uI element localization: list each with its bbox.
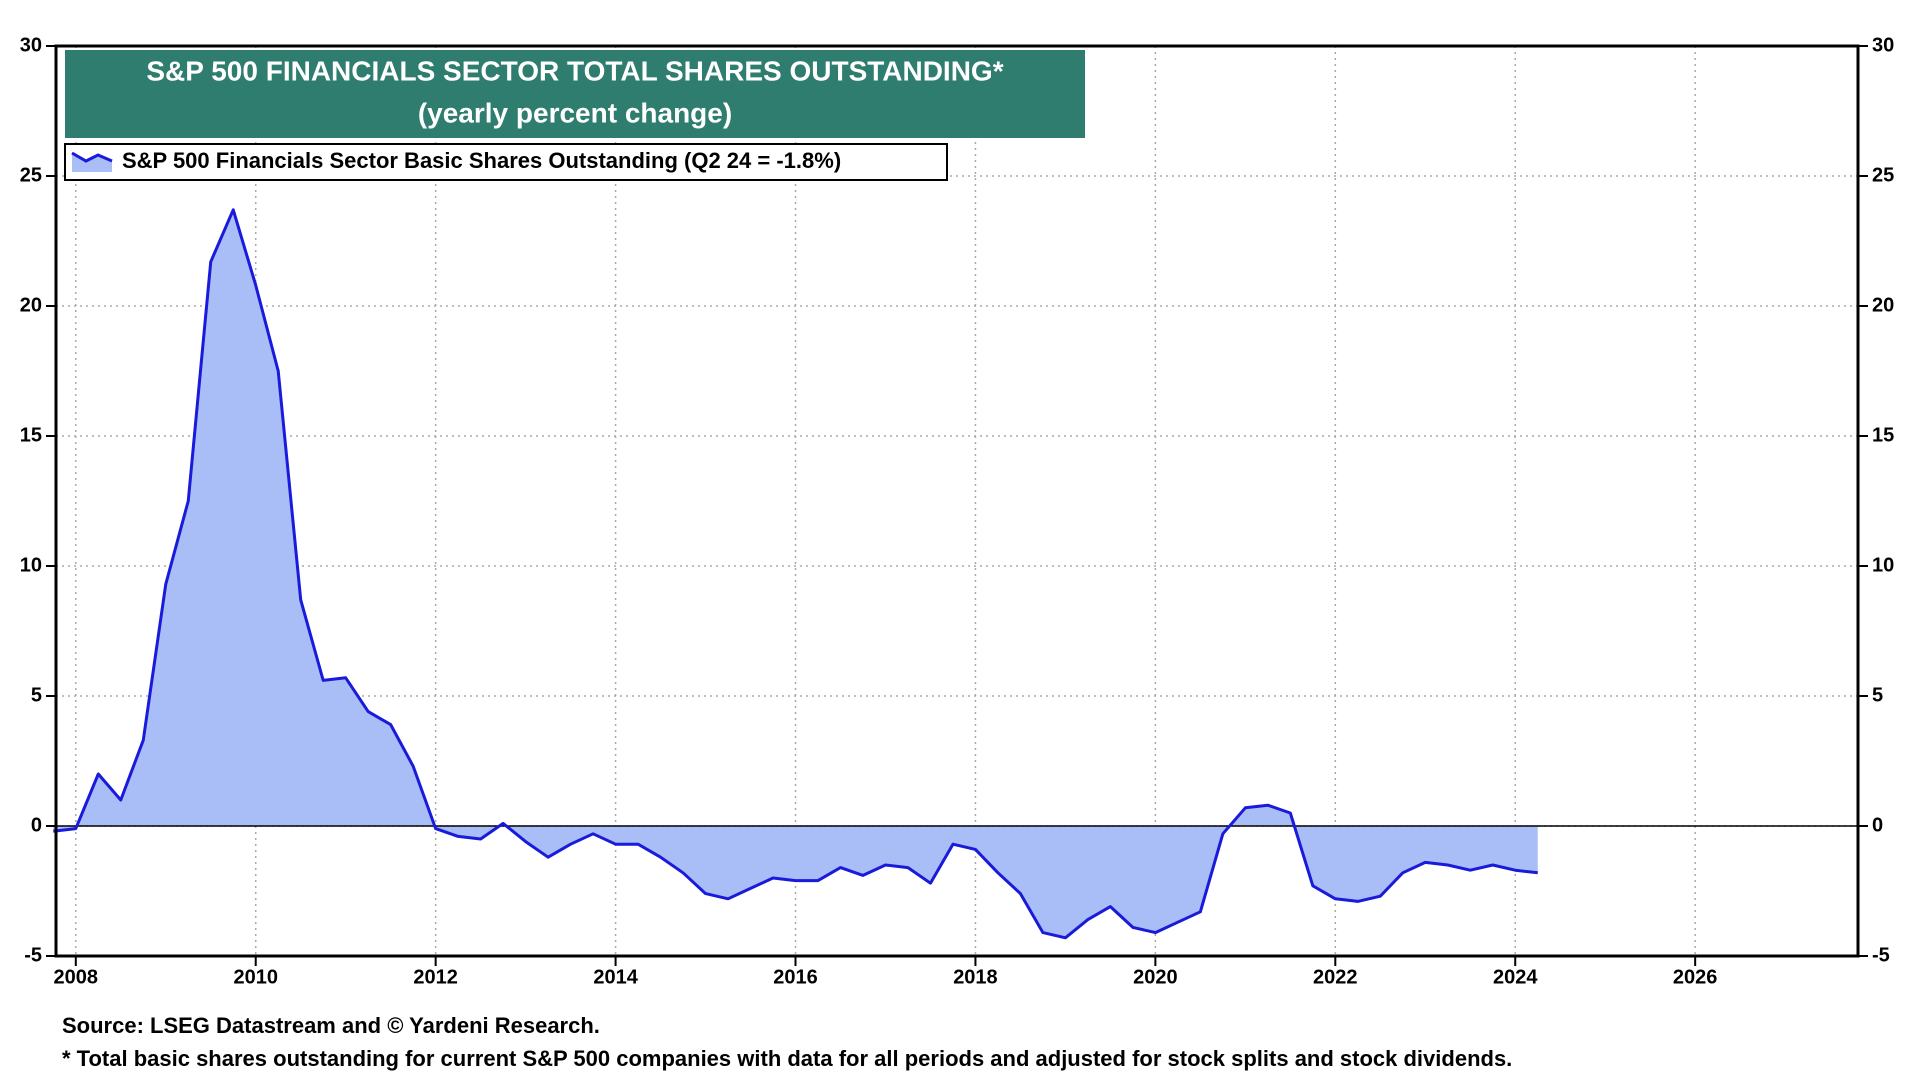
area-fill bbox=[53, 209, 1538, 938]
x-tick-label: 2026 bbox=[1673, 966, 1718, 988]
x-tick-label: 2014 bbox=[593, 966, 638, 988]
x-tick-label: 2016 bbox=[773, 966, 818, 988]
plot-frame bbox=[54, 44, 1860, 958]
legend-label: S&P 500 Financials Sector Basic Shares O… bbox=[122, 148, 841, 173]
x-tick-label: 2022 bbox=[1313, 966, 1358, 988]
legend-swatch-line bbox=[71, 151, 113, 163]
y-tick-label: 30 bbox=[20, 34, 42, 56]
y-tick-label: 5 bbox=[31, 684, 42, 706]
x-tick-label: 2010 bbox=[233, 966, 278, 988]
y-tick-label: 25 bbox=[20, 164, 42, 186]
y2-tick-label: 10 bbox=[1872, 554, 1894, 576]
y2-tick-label: 25 bbox=[1872, 164, 1894, 186]
chart-subtitle: (yearly percent change) bbox=[418, 97, 732, 128]
y2-tick-label: 20 bbox=[1872, 294, 1894, 316]
x-tick-label: 2020 bbox=[1133, 966, 1178, 988]
y2-tick-label: -5 bbox=[1872, 944, 1890, 966]
y-tick-label: 10 bbox=[20, 554, 42, 576]
legend-box bbox=[64, 143, 948, 181]
y-tick-label: 15 bbox=[20, 424, 42, 446]
x-tick-label: 2008 bbox=[54, 966, 99, 988]
chart-title: S&P 500 FINANCIALS SECTOR TOTAL SHARES O… bbox=[146, 55, 1003, 86]
x-tick-label: 2024 bbox=[1493, 966, 1538, 988]
y-tick-label: 20 bbox=[20, 294, 42, 316]
title-box bbox=[65, 50, 1085, 138]
y-tick-label: 0 bbox=[31, 814, 42, 836]
source: Source: LSEG Datastream and © Yardeni Re… bbox=[62, 1013, 600, 1038]
y2-tick-label: 0 bbox=[1872, 814, 1883, 836]
line bbox=[53, 208, 1538, 940]
y-tick-label: -5 bbox=[24, 944, 42, 966]
x-tick-label: 2012 bbox=[413, 966, 458, 988]
footnote: * Total basic shares outstanding for cur… bbox=[62, 1046, 1512, 1071]
x-tick-label: 2018 bbox=[953, 966, 998, 988]
y2-tick-label: 15 bbox=[1872, 424, 1894, 446]
y2-tick-label: 30 bbox=[1872, 34, 1894, 56]
y2-tick-label: 5 bbox=[1872, 684, 1883, 706]
